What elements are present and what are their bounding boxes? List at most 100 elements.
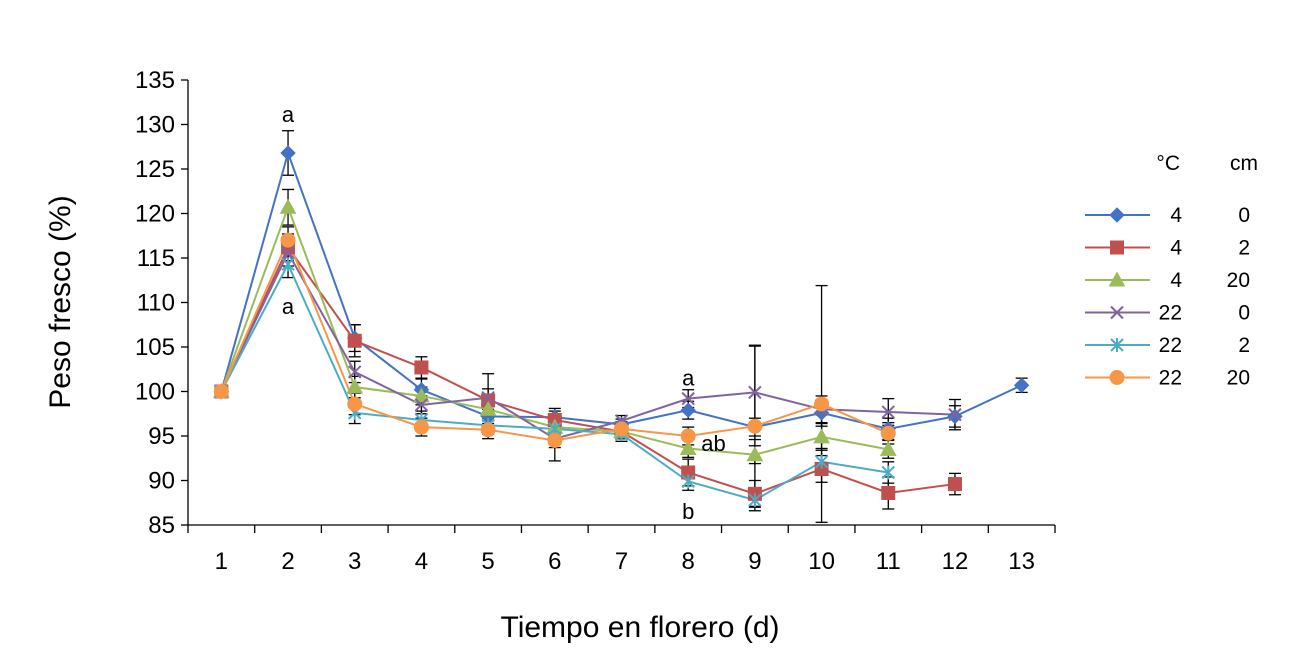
data-point-4c-20cm bbox=[879, 440, 897, 456]
data-point-22c-0cm bbox=[348, 365, 362, 379]
data-point-4c-0cm bbox=[947, 408, 963, 425]
data-point-4c-2cm bbox=[347, 333, 362, 348]
series-lines bbox=[220, 149, 1023, 502]
data-point-4c-20cm bbox=[746, 446, 764, 462]
significance-label: a bbox=[282, 102, 295, 127]
y-tick-label: 110 bbox=[137, 290, 175, 317]
data-point-22c-20cm bbox=[814, 396, 830, 412]
data-point-4c-20cm bbox=[413, 387, 430, 403]
x-tick-label: 10 bbox=[808, 548, 835, 575]
data-point-22c-20cm bbox=[280, 232, 296, 248]
data-point-22c-20cm bbox=[347, 396, 363, 412]
data-point-22c-2cm bbox=[748, 493, 762, 508]
legend-cm: 0 bbox=[1238, 302, 1250, 325]
x-tick-label: 6 bbox=[548, 548, 561, 575]
data-point-4c-20cm bbox=[479, 400, 497, 416]
error-bars bbox=[282, 130, 1028, 523]
legend-cm: 0 bbox=[1238, 204, 1250, 227]
y-tick-label: 125 bbox=[135, 156, 175, 183]
legend-marker bbox=[1110, 240, 1124, 255]
data-point-22c-2cm bbox=[881, 465, 895, 480]
x-tick-label: 3 bbox=[348, 548, 361, 575]
data-point-22c-2cm bbox=[814, 454, 829, 469]
data-point-4c-20cm bbox=[346, 378, 364, 394]
data-point-4c-2cm bbox=[414, 360, 429, 375]
data-point-22c-0cm bbox=[681, 391, 695, 406]
legend-entry: 4 20 bbox=[1085, 269, 1250, 292]
legend-temp: 4 bbox=[1170, 269, 1182, 292]
y-tick-label: 90 bbox=[148, 468, 175, 495]
legend-marker bbox=[1110, 338, 1124, 352]
y-tick-label: 120 bbox=[135, 201, 175, 228]
data-point-22c-20cm bbox=[413, 419, 429, 435]
data-point-4c-2cm bbox=[881, 485, 896, 500]
annotations: a a a ab b bbox=[282, 102, 726, 524]
y-tick-label: 105 bbox=[135, 334, 175, 361]
x-tick-label: 13 bbox=[1008, 548, 1035, 575]
legend-entry: 22 20 bbox=[1085, 367, 1250, 390]
y-tick-label: 85 bbox=[148, 512, 175, 539]
legend-temp: 22 bbox=[1159, 367, 1182, 390]
series-line-4c-0cm bbox=[220, 149, 1023, 430]
significance-label: b bbox=[682, 499, 694, 524]
data-point-22c-20cm bbox=[614, 421, 629, 437]
series-line-4c-2cm bbox=[220, 245, 956, 495]
legend-cm: 2 bbox=[1238, 334, 1250, 357]
x-tick-label: 7 bbox=[615, 548, 628, 575]
x-tick-label: 9 bbox=[748, 548, 761, 575]
series-markers bbox=[212, 145, 1030, 508]
legend-marker bbox=[1110, 305, 1124, 320]
legend-temp: 4 bbox=[1170, 237, 1182, 260]
significance-label: a bbox=[682, 365, 695, 390]
x-tick-label: 8 bbox=[682, 548, 695, 575]
data-point-4c-0cm bbox=[1013, 377, 1030, 393]
x-tick-label: 12 bbox=[942, 548, 969, 575]
data-point-4c-0cm bbox=[280, 145, 296, 161]
legend-entry: 22 2 bbox=[1085, 334, 1250, 357]
legend-header-temp: °C bbox=[1156, 152, 1180, 175]
legend-temp: 22 bbox=[1159, 334, 1182, 357]
legend-entry: 22 0 bbox=[1085, 302, 1250, 325]
data-point-22c-0cm bbox=[881, 405, 895, 419]
data-point-22c-0cm bbox=[748, 385, 762, 400]
legend-marker bbox=[1108, 271, 1126, 287]
data-point-22c-2cm bbox=[281, 257, 295, 272]
data-point-22c-0cm bbox=[281, 245, 295, 260]
legend-marker bbox=[1109, 207, 1125, 223]
significance-label: ab bbox=[701, 431, 725, 456]
y-axis-label: Peso fresco (%) bbox=[44, 195, 77, 408]
data-point-22c-20cm bbox=[747, 418, 763, 434]
y-tick-label: 130 bbox=[135, 112, 175, 139]
data-point-22c-0cm bbox=[948, 407, 962, 422]
data-point-22c-20cm bbox=[680, 428, 696, 444]
data-point-22c-20cm bbox=[547, 432, 563, 448]
data-point-4c-20cm bbox=[813, 428, 830, 444]
legend-temp: 22 bbox=[1159, 302, 1182, 325]
significance-label: a bbox=[282, 294, 295, 319]
data-point-22c-20cm bbox=[480, 422, 496, 438]
y-tick-label: 135 bbox=[135, 67, 175, 94]
data-point-22c-0cm bbox=[481, 391, 495, 405]
y-tick-label: 95 bbox=[148, 423, 175, 450]
legend-cm: 20 bbox=[1227, 367, 1250, 390]
legend-cm: 20 bbox=[1227, 269, 1250, 292]
legend-marker bbox=[1109, 370, 1125, 385]
x-tick-label: 2 bbox=[281, 548, 294, 575]
data-point-4c-2cm bbox=[947, 477, 962, 492]
legend-temp: 4 bbox=[1170, 204, 1182, 227]
x-axis-label: Tiempo en florero (d) bbox=[501, 611, 780, 644]
data-point-22c-20cm bbox=[880, 425, 896, 441]
x-tick-label: 4 bbox=[415, 548, 428, 575]
x-tick-label: 5 bbox=[481, 548, 494, 575]
data-point-22c-0cm bbox=[414, 398, 429, 412]
data-point-22c-2cm bbox=[681, 474, 695, 489]
x-tick-label: 11 bbox=[876, 548, 901, 575]
data-point-4c-20cm bbox=[679, 439, 697, 455]
data-point-4c-0cm bbox=[680, 402, 696, 418]
x-tick-label: 1 bbox=[215, 548, 228, 575]
data-point-22c-20cm bbox=[213, 384, 229, 399]
